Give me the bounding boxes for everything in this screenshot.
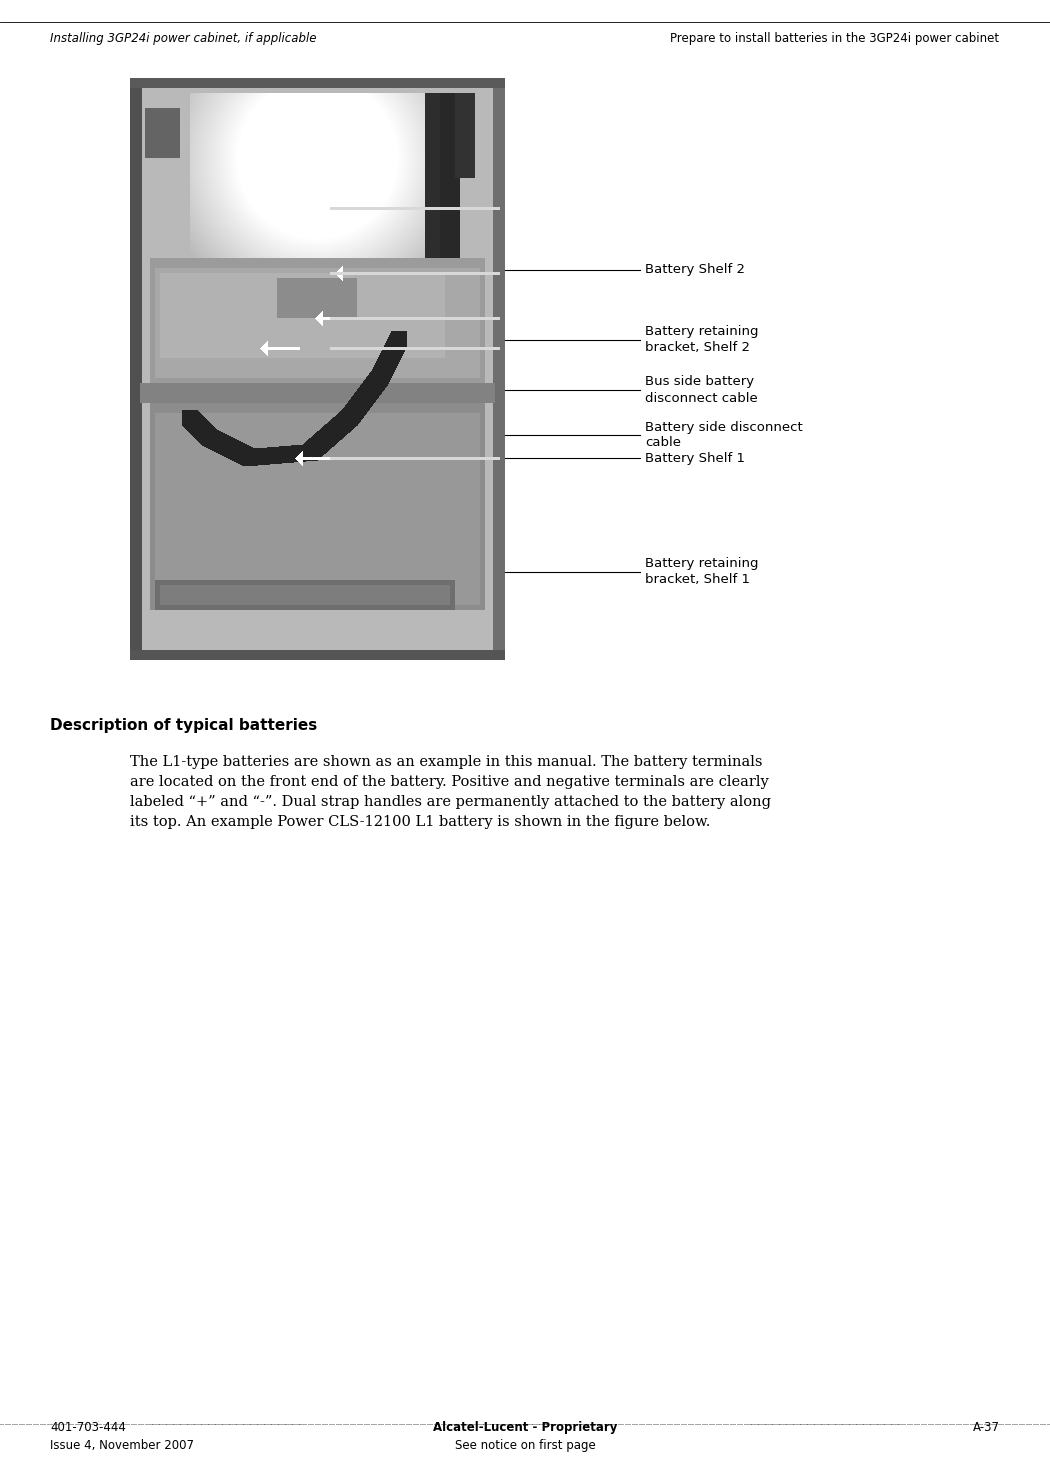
Text: Installing 3GP24i power cabinet, if applicable: Installing 3GP24i power cabinet, if appl… [50,31,317,44]
Text: A-37: A-37 [972,1422,1000,1434]
Text: Battery retaining
bracket, Shelf 2: Battery retaining bracket, Shelf 2 [646,325,759,355]
Text: Bus side battery
disconnect cable: Bus side battery disconnect cable [646,375,758,405]
Text: Description of typical batteries: Description of typical batteries [50,718,317,733]
Text: Alcatel-Lucent - Proprietary: Alcatel-Lucent - Proprietary [433,1422,617,1434]
Text: Battery side disconnect
cable: Battery side disconnect cable [646,421,803,449]
Text: Issue 4, November 2007: Issue 4, November 2007 [50,1440,194,1451]
Text: See notice on first page: See notice on first page [455,1440,595,1451]
Text: Battery Shelf 2: Battery Shelf 2 [646,263,746,277]
Text: 401-703-444: 401-703-444 [50,1422,126,1434]
Text: Prepare to install batteries in the 3GP24i power cabinet: Prepare to install batteries in the 3GP2… [671,31,1000,44]
Text: Battery Shelf 1: Battery Shelf 1 [646,452,746,465]
Text: Battery retaining
bracket, Shelf 1: Battery retaining bracket, Shelf 1 [646,558,759,586]
Text: The L1-type batteries are shown as an example in this manual. The battery termin: The L1-type batteries are shown as an ex… [130,755,771,829]
